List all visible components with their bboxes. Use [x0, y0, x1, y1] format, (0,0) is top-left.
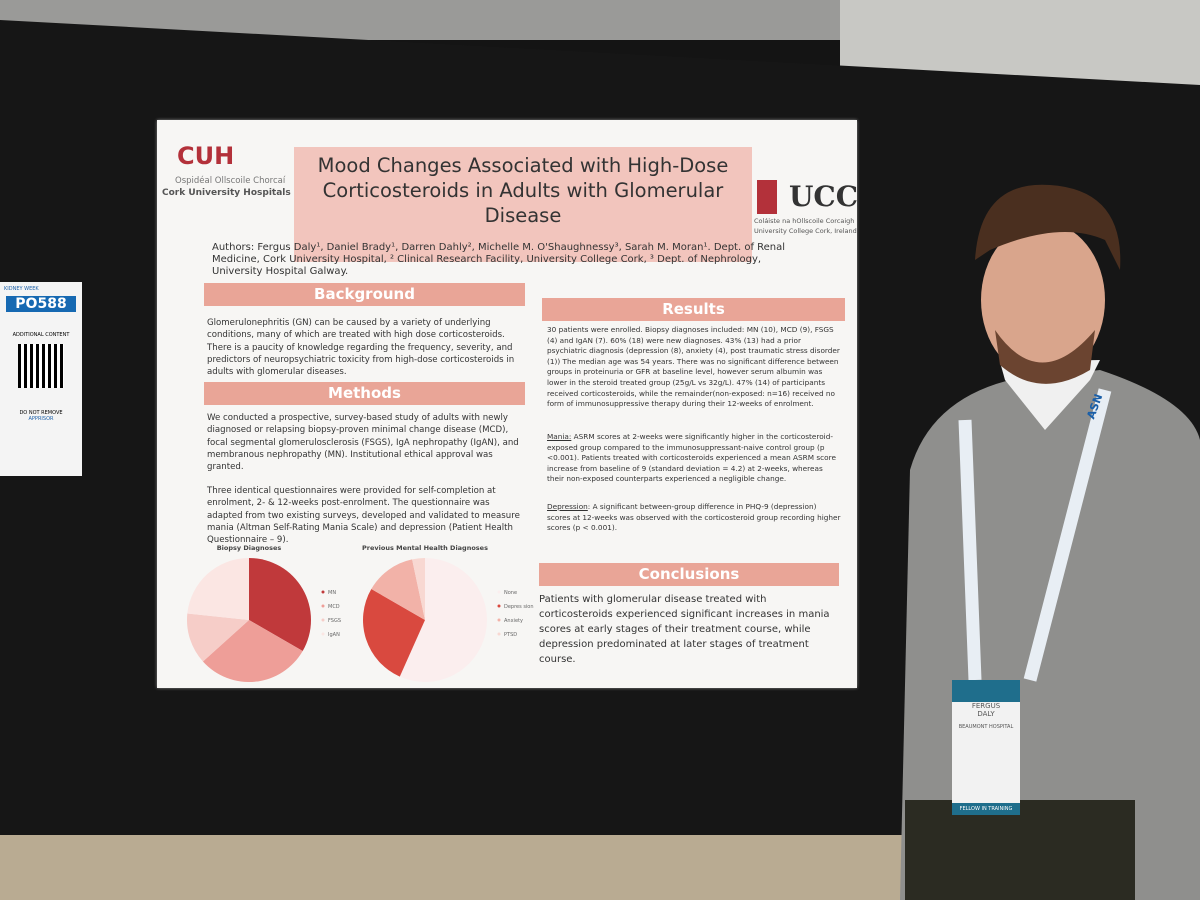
card-brand: KIDNEY WEEK: [4, 286, 39, 292]
beard: [995, 330, 1095, 384]
conclusions-heading: Conclusions: [539, 563, 839, 586]
depression-label: Depression: [547, 502, 588, 511]
methods-heading: Methods: [204, 382, 525, 405]
legend-label: Depres sion: [504, 604, 534, 610]
card-vendor: APPRISOR: [28, 416, 54, 422]
mania-text: ASRM scores at 2-weeks were significantl…: [547, 432, 836, 484]
pie-slice: [412, 558, 425, 620]
ucc-crest: [757, 180, 777, 214]
pie-slice: [187, 613, 249, 662]
trousers: [905, 800, 1135, 900]
legend-swatch: [321, 632, 325, 636]
legend-swatch: [497, 632, 501, 636]
pie-title: Biopsy Diagnoses: [217, 544, 282, 552]
ucc-english: University College Cork, Ireland: [754, 227, 857, 235]
conclusions-text: Patients with glomerular disease treated…: [539, 594, 830, 665]
legend-label: MCD: [328, 604, 340, 610]
depression-text: : A significant between-group difference…: [547, 502, 841, 533]
qr-code: [18, 344, 64, 388]
card-code: PO588: [6, 296, 76, 312]
authors: Authors: Fergus Daly¹, Daniel Brady¹, Da…: [212, 242, 786, 277]
mania-paragraph: Mania: ASRM scores at 2-weeks were signi…: [547, 432, 842, 485]
background-heading: Background: [204, 283, 525, 306]
pie-charts: Biopsy Diagnoses MN MCD FSGS IgAN Previous Me…: [187, 544, 534, 682]
badge-org: BEAUMONT HOSPITAL: [958, 724, 1014, 730]
poster: CUH Ospidéal Ollscoile Chorcaí Cork Univ…: [157, 120, 858, 688]
legend-swatch: [497, 604, 501, 608]
legend-swatch: [321, 618, 325, 622]
legend-swatch: [497, 590, 501, 594]
legend-swatch: [497, 618, 501, 622]
pie-slice: [399, 558, 487, 682]
lanyard: [958, 388, 1112, 682]
legend-label: MN: [328, 590, 336, 596]
ucc-irish: Coláiste na hOllscoile Corcaigh: [754, 217, 855, 225]
results-text: 30 patients were enrolled. Biopsy diagno…: [547, 325, 840, 409]
pie-slice: [363, 589, 425, 677]
face: [981, 222, 1105, 378]
legend-swatch: [321, 590, 325, 594]
pie-slice: [187, 558, 249, 620]
depression-paragraph: Depression: A significant between-group …: [547, 502, 842, 534]
hair: [975, 184, 1121, 270]
methods-text: Three identical questionnaires were prov…: [207, 486, 520, 546]
cuh-name: CUH: [177, 142, 235, 170]
results-heading: Results: [542, 298, 845, 321]
background-text: Glomerulonephritis (GN) can be caused by…: [207, 318, 515, 378]
legend-swatch: [321, 604, 325, 608]
cuh-irish: Ospidéal Ollscoile Chorcaí: [175, 176, 286, 186]
legend-label: Anxiety: [504, 618, 523, 624]
legend-label: IgAN: [328, 632, 340, 638]
badge-first: FERGUS: [971, 702, 1001, 710]
left-card: KIDNEY WEEK PO588 ADDITIONAL CONTENT DO …: [0, 282, 82, 476]
legend-label: PTSD: [504, 632, 517, 638]
badge-last: DALY: [977, 710, 995, 718]
ucc-name: UCC: [789, 180, 858, 213]
pie-slice: [249, 558, 311, 651]
cuh-english: Cork University Hospitals: [162, 188, 291, 198]
methods-text: We conducted a prospective, survey-based…: [207, 413, 519, 473]
card-additional: ADDITIONAL CONTENT: [12, 332, 70, 338]
badge-role: FELLOW IN TRAINING: [952, 803, 1020, 815]
pie-slice: [371, 559, 425, 620]
badge: FERGUS DALY BEAUMONT HOSPITAL FELLOW IN …: [952, 680, 1020, 815]
mania-label: Mania:: [547, 432, 572, 441]
card-notice: DO NOT REMOVE: [19, 410, 63, 416]
poster-title: Mood Changes Associated with High-Dose C…: [294, 147, 752, 262]
pie-title: Previous Mental Health Diagnoses: [362, 544, 488, 552]
pie-slice: [202, 620, 303, 682]
legend-label: None: [504, 590, 517, 596]
legend-label: FSGS: [328, 618, 341, 624]
badge-header: [952, 680, 1020, 702]
